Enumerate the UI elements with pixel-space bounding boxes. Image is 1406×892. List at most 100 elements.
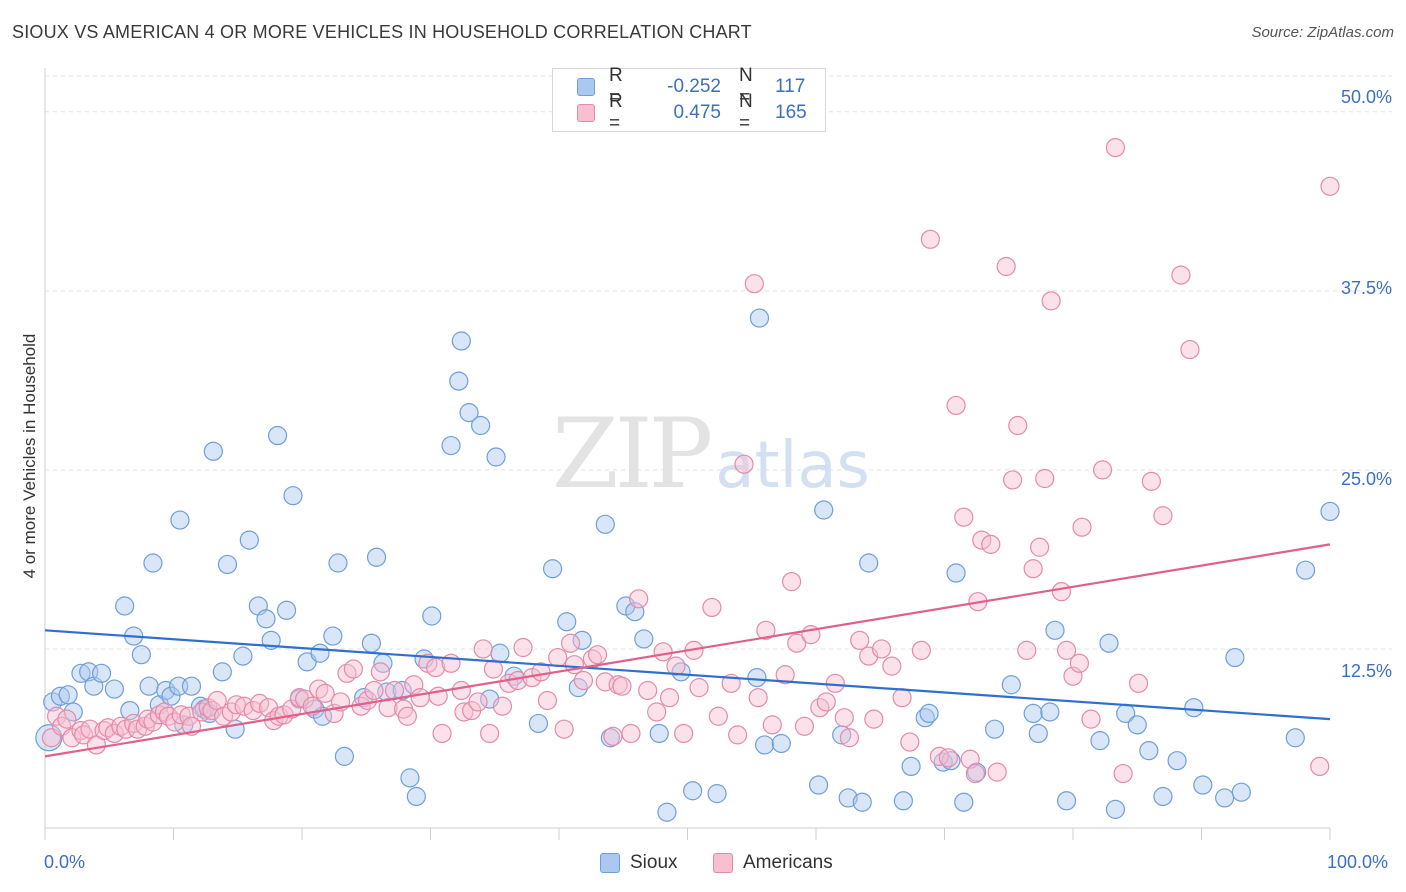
point-americans <box>364 680 384 701</box>
point-sioux <box>1045 620 1065 640</box>
point-americans <box>603 726 623 746</box>
point-americans <box>548 647 568 668</box>
point-sioux <box>400 768 420 788</box>
point-americans <box>787 633 807 653</box>
watermark-atlas: atlas <box>715 429 870 503</box>
point-sioux <box>471 415 491 436</box>
y-tick-label-12-5: 12.5% <box>1340 661 1392 681</box>
point-sioux <box>115 596 135 616</box>
point-americans <box>343 659 363 679</box>
point-americans <box>911 640 931 660</box>
point-sioux <box>1153 786 1173 807</box>
point-americans <box>1105 138 1126 158</box>
point-sioux <box>528 713 549 734</box>
point-sioux <box>43 692 63 712</box>
chart-title: SIOUX VS AMERICAN 4 OR MORE VEHICLES IN … <box>12 22 752 42</box>
point-americans <box>127 719 148 739</box>
point-sioux <box>1167 751 1187 771</box>
point-americans <box>1051 582 1072 602</box>
point-americans <box>249 693 270 713</box>
point-americans <box>1180 339 1200 360</box>
point-sioux <box>893 791 913 811</box>
point-sioux <box>859 553 879 573</box>
legend-r-value: 0.475 <box>673 102 721 123</box>
point-sioux <box>276 600 297 620</box>
point-sioux <box>441 435 461 456</box>
point-americans <box>1008 415 1028 436</box>
point-sioux <box>58 685 78 705</box>
point-americans <box>781 572 802 592</box>
point-americans <box>1141 471 1161 491</box>
point-sioux <box>212 662 232 682</box>
point-sioux <box>838 788 858 808</box>
point-sioux <box>1231 782 1251 802</box>
point-sioux <box>1090 731 1110 751</box>
point-americans <box>638 680 658 701</box>
point-sioux <box>459 403 479 423</box>
point-americans <box>104 723 124 744</box>
point-americans <box>226 695 247 715</box>
series-swatch-americans <box>713 853 733 873</box>
point-americans <box>282 699 302 719</box>
series-label-americans: Americans <box>743 852 833 873</box>
point-americans <box>454 702 474 722</box>
point-americans <box>900 732 920 752</box>
point-americans <box>370 662 390 682</box>
point-sioux <box>256 609 276 629</box>
point-americans <box>1056 640 1077 660</box>
point-americans <box>243 700 263 721</box>
y-tick-label-50: 50.0% <box>1340 87 1392 107</box>
point-sioux <box>131 645 151 665</box>
point-americans <box>960 749 980 769</box>
point-sioux <box>422 606 442 626</box>
point-sioux <box>1184 698 1204 718</box>
series-legend-sioux[interactable]: Sioux <box>600 852 678 874</box>
point-sioux <box>946 563 966 583</box>
trend-line-sioux <box>44 629 1331 721</box>
point-sioux <box>1193 775 1213 795</box>
point-americans <box>981 534 1001 554</box>
point-americans <box>1029 537 1050 557</box>
point-sioux <box>595 514 615 534</box>
point-sioux <box>634 629 654 649</box>
legend-swatch-americans <box>577 104 595 122</box>
point-americans <box>1310 756 1330 777</box>
point-americans <box>653 642 673 662</box>
point-americans <box>756 620 776 640</box>
point-americans <box>689 678 709 698</box>
series-legend-americans[interactable]: Americans <box>713 852 833 874</box>
point-sioux <box>754 735 775 755</box>
y-axis-label: 4 or more Vehicles in Household <box>20 333 39 579</box>
point-sioux <box>649 723 669 744</box>
point-sioux <box>919 703 939 724</box>
point-americans <box>410 688 430 708</box>
legend-n-value: 165 <box>775 102 807 123</box>
point-sioux <box>671 662 691 682</box>
watermark: ZIPatlas <box>552 398 870 510</box>
point-sioux <box>1056 791 1077 811</box>
point-sioux <box>954 792 974 812</box>
point-sioux <box>217 554 238 575</box>
point-americans <box>920 229 940 249</box>
point-americans <box>892 688 912 708</box>
point-americans <box>612 676 632 696</box>
point-sioux <box>1028 723 1048 744</box>
point-sioux <box>747 667 767 688</box>
point-americans <box>116 719 136 739</box>
point-americans <box>996 256 1016 277</box>
trend-line-americans <box>44 543 1331 758</box>
point-americans <box>537 690 558 711</box>
point-americans <box>728 725 748 745</box>
point-americans <box>560 633 581 653</box>
point-sioux <box>449 371 469 391</box>
point-americans <box>987 762 1007 782</box>
point-sioux <box>901 756 921 777</box>
point-sioux <box>392 680 412 701</box>
point-americans <box>775 665 795 685</box>
point-sioux <box>233 646 253 666</box>
point-americans <box>794 716 815 736</box>
point-americans <box>1081 709 1101 729</box>
legend-n-value: 117 <box>775 76 806 97</box>
point-sioux <box>1295 560 1316 580</box>
